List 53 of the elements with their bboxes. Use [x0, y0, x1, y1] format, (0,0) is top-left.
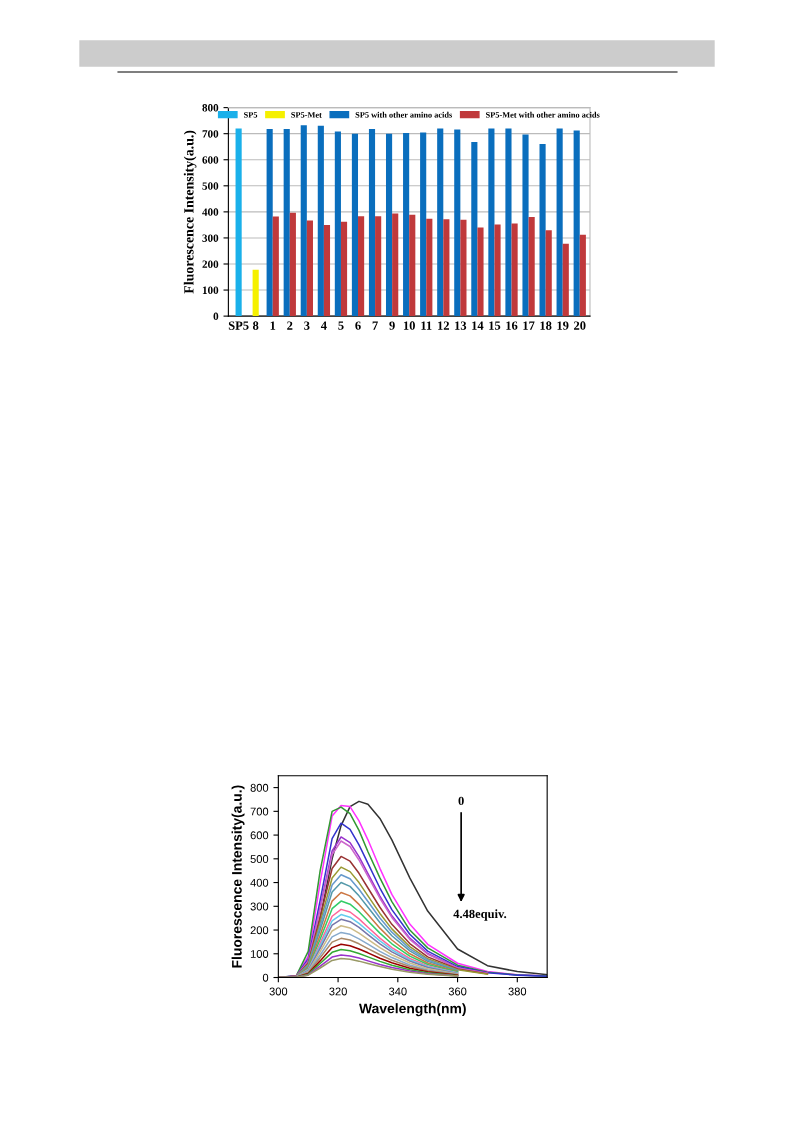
legend-label: SP5 with other amino acids	[355, 111, 453, 118]
y-tick-label: 100	[250, 950, 269, 958]
x-tick-label: 6	[355, 321, 361, 330]
y-tick-label: 400	[202, 208, 219, 216]
x-tick-label: 7	[372, 321, 378, 330]
x-tick-label: SP5	[228, 321, 249, 330]
legend-label: SP5-Met	[291, 112, 322, 118]
y-tick-label: 200	[202, 260, 219, 268]
x-tick-label: 10	[403, 321, 415, 330]
legend-label: SP5-Met with other amino acids	[486, 111, 600, 118]
y-tick-label: 0	[213, 312, 219, 321]
x-tick-label: 19	[557, 321, 569, 330]
y-tick-label: 300	[250, 902, 269, 911]
x-tick-label: 11	[421, 321, 432, 330]
x-tick-label: 380	[508, 987, 527, 996]
x-tick-label: 8	[252, 321, 259, 330]
x-tick-label: 14	[472, 321, 484, 330]
x-axis-title: Wavelength(nm)	[359, 1003, 466, 1017]
x-tick-label: 340	[388, 987, 407, 996]
x-tick-label: 300	[269, 987, 288, 996]
y-tick-label: 0	[262, 973, 269, 982]
x-tick-label: 16	[506, 321, 518, 330]
x-tick-label: 3	[304, 321, 310, 330]
x-tick-label: 320	[329, 987, 347, 996]
y-tick-label: 100	[202, 286, 219, 295]
y-tick-label: 500	[250, 855, 269, 863]
x-tick-label: 15	[489, 321, 501, 330]
annotation: 4.48equiv.	[453, 909, 507, 921]
y-tick-label: 800	[202, 104, 219, 112]
y-tick-label: 300	[202, 234, 219, 242]
x-tick-label: 17	[523, 321, 535, 330]
x-tick-label: 1	[270, 321, 276, 330]
x-tick-label: 18	[540, 321, 552, 330]
y-tick-label: 500	[202, 182, 219, 190]
y-tick-label: 700	[202, 130, 219, 138]
x-tick-label: 13	[455, 321, 467, 330]
y-tick-label: 700	[250, 807, 269, 816]
y-tick-label: 600	[202, 156, 219, 164]
x-tick-label: 2	[287, 321, 293, 330]
y-axis-title: Fluorescence Intensity(a.u.)	[183, 130, 197, 294]
x-tick-label: 5	[338, 321, 344, 330]
annotation: 0	[458, 796, 464, 806]
x-tick-label: 20	[574, 321, 586, 330]
x-tick-label: 360	[448, 987, 467, 996]
x-tick-label: 12	[438, 321, 450, 330]
y-tick-label: 600	[250, 831, 269, 840]
legend-label: SP5	[244, 112, 258, 118]
y-tick-label: 200	[250, 926, 269, 935]
y-tick-label: 800	[250, 783, 269, 792]
x-tick-label: 9	[389, 321, 395, 330]
x-tick-label: 4	[320, 321, 327, 330]
y-tick-label: 400	[250, 878, 269, 887]
y-axis-title: Fluorescence Intensity(a.u.)	[231, 785, 245, 968]
